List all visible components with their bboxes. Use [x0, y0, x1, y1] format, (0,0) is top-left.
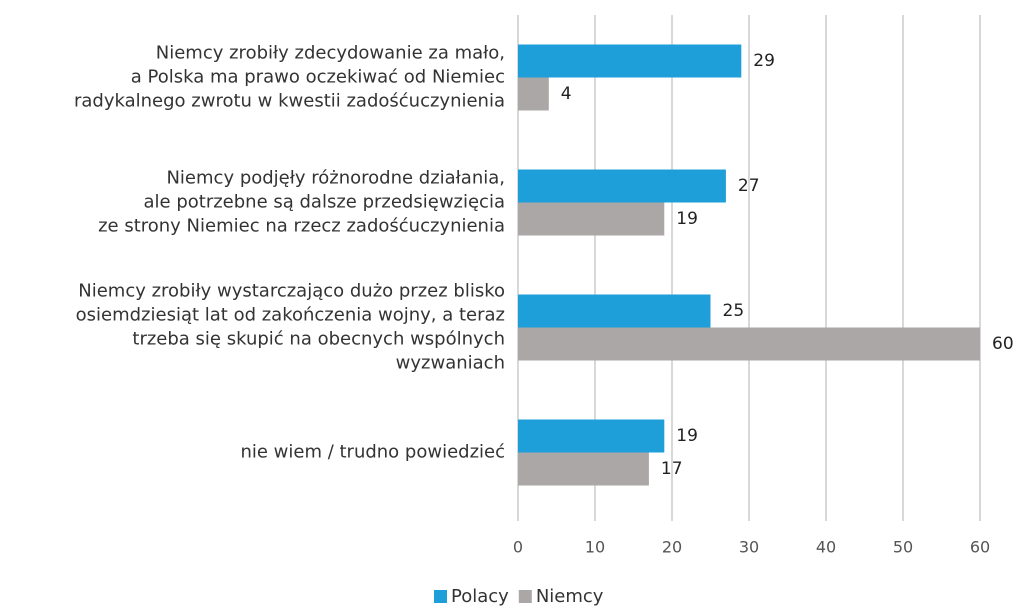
x-tick-label: 60	[970, 538, 990, 557]
bar	[518, 202, 665, 236]
category-label: Niemcy zrobiły zdecydowanie za mało, a Po…	[74, 43, 505, 112]
x-tick-label: 30	[739, 538, 759, 557]
legend-label: Niemcy	[536, 586, 604, 607]
bar	[518, 452, 649, 486]
category-label: Niemcy podjęły różnorodne działania, ale …	[98, 168, 505, 237]
bar	[518, 294, 711, 328]
x-tick-label: 20	[662, 538, 682, 557]
value-label: 17	[661, 459, 683, 479]
value-label: 29	[753, 51, 775, 71]
legend-swatch	[434, 590, 447, 603]
bar	[518, 77, 549, 111]
category-label: Niemcy zrobiły wystarczająco dużo przez …	[76, 281, 505, 374]
category-label: nie wiem / trudno powiedzieć	[240, 442, 505, 463]
value-label: 60	[992, 334, 1014, 354]
x-tick-label: 0	[513, 538, 523, 557]
value-label: 19	[676, 209, 698, 229]
bar	[518, 419, 665, 453]
x-tick-label: 50	[893, 538, 913, 557]
legend: Polacy Niemcy	[434, 586, 604, 607]
x-tick-label: 40	[816, 538, 836, 557]
bar	[518, 169, 726, 203]
value-label: 4	[561, 84, 572, 104]
value-label: 25	[723, 301, 745, 321]
legend-swatch	[518, 590, 532, 603]
value-label: 19	[676, 426, 698, 446]
x-tick-label: 10	[585, 538, 605, 557]
legend-label: Polacy	[451, 586, 509, 607]
bar	[518, 44, 742, 78]
bar	[518, 327, 980, 361]
value-label: 27	[738, 176, 760, 196]
